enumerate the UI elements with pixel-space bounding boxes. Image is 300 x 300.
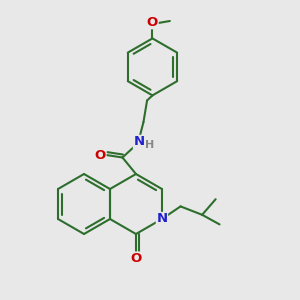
Text: H: H: [145, 140, 154, 150]
Text: O: O: [147, 16, 158, 29]
Text: N: N: [156, 212, 167, 226]
Text: N: N: [134, 135, 145, 148]
Text: O: O: [130, 252, 142, 265]
Text: O: O: [94, 148, 106, 162]
